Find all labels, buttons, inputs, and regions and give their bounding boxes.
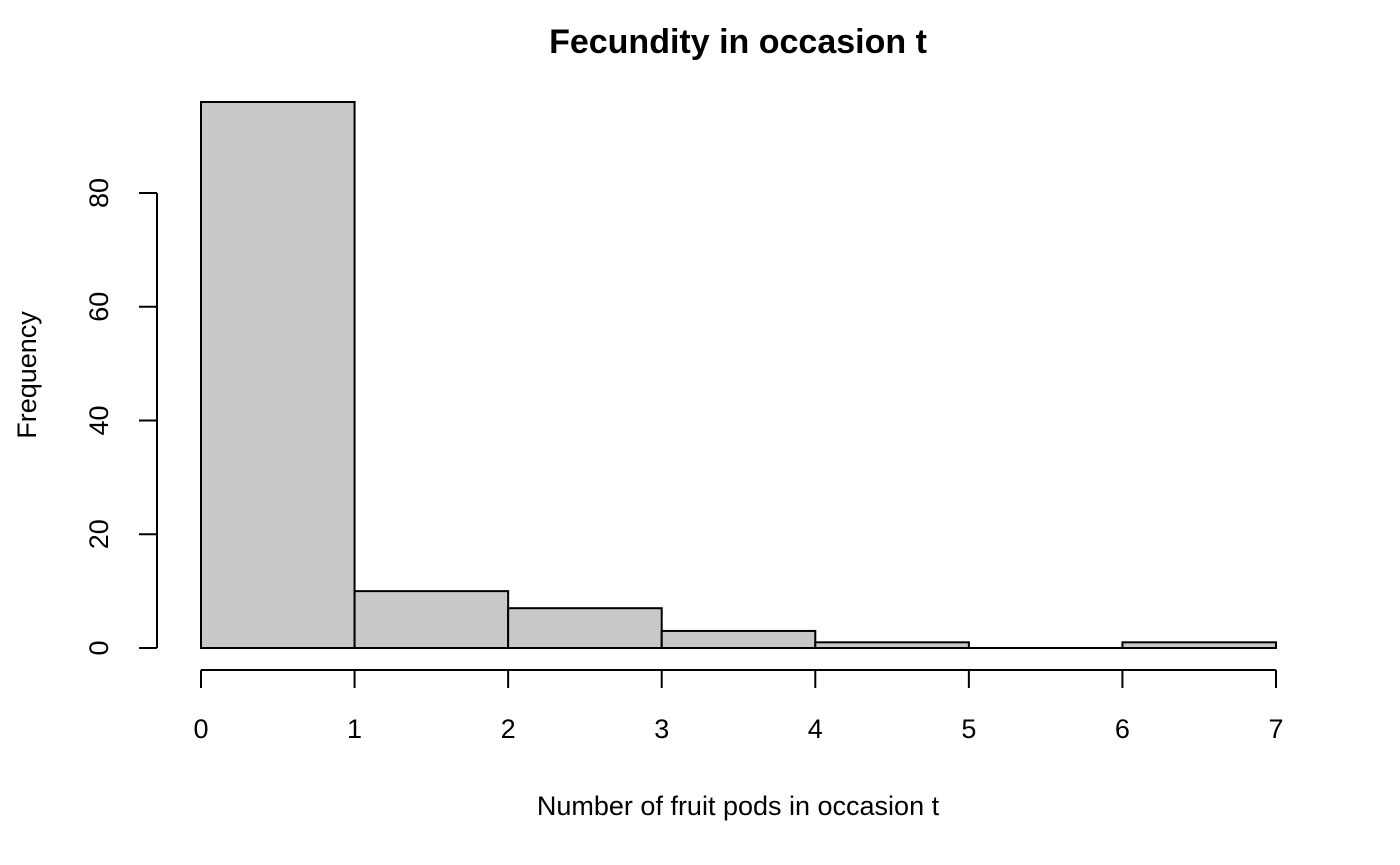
y-tick-label-3: 60 <box>84 292 114 322</box>
bars-group <box>200 101 1278 649</box>
x-tick-label-1: 1 <box>347 714 362 744</box>
histogram-bar-2 <box>507 607 663 649</box>
y-tick-label-1: 20 <box>84 519 114 549</box>
y-tick-label-4: 80 <box>84 178 114 208</box>
histogram-bar-6 <box>1121 641 1278 649</box>
histogram-bar-3 <box>660 629 817 649</box>
x-tick-label-0: 0 <box>193 714 208 744</box>
x-tick-label-6: 6 <box>1115 714 1130 744</box>
x-axis: 0 1 2 3 4 5 6 7 <box>193 669 1284 744</box>
x-tick-label-3: 3 <box>654 714 669 744</box>
x-tick-label-7: 7 <box>1268 714 1283 744</box>
x-tick-label-2: 2 <box>501 714 516 744</box>
x-tick-label-5: 5 <box>961 714 976 744</box>
y-axis-label: Frequency <box>12 311 42 439</box>
histogram-bar-4 <box>814 641 970 649</box>
y-axis: 0 20 40 60 80 <box>84 178 158 656</box>
histogram-bar-1 <box>353 590 510 649</box>
y-tick-label-2: 40 <box>84 405 114 435</box>
y-tick-label-0: 0 <box>84 640 114 655</box>
x-axis-label: Number of fruit pods in occasion t <box>537 791 940 821</box>
chart-title: Fecundity in occasion t <box>549 23 927 61</box>
histogram-bar-0 <box>200 101 356 649</box>
x-tick-label-4: 4 <box>808 714 823 744</box>
